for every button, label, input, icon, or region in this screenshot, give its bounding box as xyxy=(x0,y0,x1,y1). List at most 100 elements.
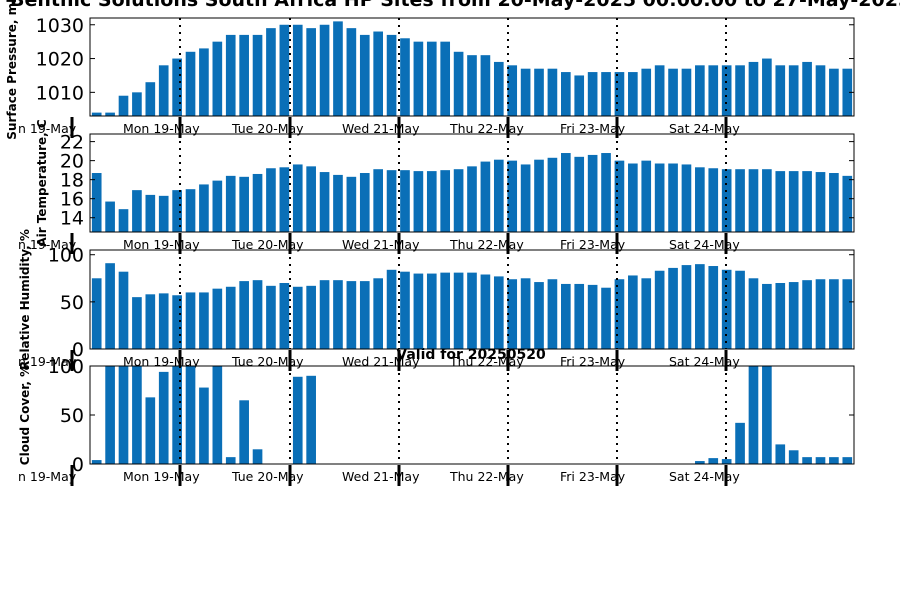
bar xyxy=(132,92,142,116)
bar xyxy=(373,278,383,349)
bar xyxy=(172,295,182,349)
bar xyxy=(507,279,518,349)
x-tick-label: n 19-May xyxy=(18,121,77,136)
bar xyxy=(292,376,303,464)
bar xyxy=(480,55,491,116)
bar xyxy=(762,169,772,232)
bar xyxy=(788,282,799,349)
bar xyxy=(118,271,129,349)
bar xyxy=(199,184,209,232)
bar xyxy=(601,153,611,232)
bar xyxy=(266,285,276,349)
bar xyxy=(118,209,129,232)
bar xyxy=(628,72,638,116)
plot-frame xyxy=(89,133,855,233)
bar xyxy=(185,292,196,349)
bar xyxy=(199,48,209,116)
bar xyxy=(721,169,732,232)
y-tick-label: 20 xyxy=(60,151,84,173)
bar xyxy=(118,366,129,464)
x-tick-label: Wed 21-May xyxy=(342,237,420,252)
bar xyxy=(292,164,303,232)
x-tick-label: Sat 24-May xyxy=(669,237,740,252)
bar xyxy=(507,65,518,116)
bar xyxy=(654,65,665,116)
x-tick-label: Sat 24-May xyxy=(669,121,740,136)
x-tick-label: Wed 21-May xyxy=(342,469,420,484)
x-tick-label: n 19-May xyxy=(18,237,77,252)
bar xyxy=(252,34,263,116)
bar xyxy=(735,169,745,232)
x-tick-label: Thu 22-May xyxy=(449,121,524,136)
bar xyxy=(802,171,812,232)
bar xyxy=(601,72,611,116)
bar xyxy=(252,449,263,464)
bar xyxy=(239,400,249,464)
x-tick-label: Thu 22-May xyxy=(449,237,524,252)
bar xyxy=(493,61,504,116)
bar xyxy=(587,72,598,116)
bar xyxy=(145,82,156,116)
bar xyxy=(239,34,249,116)
bar xyxy=(815,172,826,232)
chart-title: Benthic Solutions South Africa HP Sites … xyxy=(10,0,900,11)
bar xyxy=(306,375,316,464)
y-tick-label: 14 xyxy=(60,208,84,230)
bar xyxy=(306,166,316,232)
bar xyxy=(815,457,826,464)
bar xyxy=(654,163,665,232)
y-tick-label: 50 xyxy=(60,292,84,314)
bar xyxy=(520,68,531,116)
bar xyxy=(292,286,303,349)
bar xyxy=(802,280,812,349)
bar xyxy=(507,160,518,232)
bar xyxy=(279,24,290,116)
bar xyxy=(373,169,383,232)
bar xyxy=(319,24,330,116)
bar xyxy=(574,283,585,349)
bar xyxy=(614,72,625,116)
bar xyxy=(239,281,249,349)
bar xyxy=(91,173,102,232)
bar xyxy=(105,201,115,232)
x-tick-label: Mon 19-May xyxy=(123,469,200,484)
bar xyxy=(708,266,719,349)
bar xyxy=(842,457,853,464)
bar xyxy=(145,397,156,464)
bar xyxy=(319,280,330,349)
bar xyxy=(333,21,343,117)
bar xyxy=(735,270,745,349)
bar xyxy=(91,460,102,464)
bar xyxy=(842,68,853,116)
bar xyxy=(829,68,839,116)
x-tick-label: Tue 20-May xyxy=(231,354,304,369)
bar xyxy=(306,285,316,349)
bar xyxy=(681,68,692,116)
bar xyxy=(534,282,544,349)
y-axis-label: Relative Humidity, % xyxy=(18,229,32,370)
bar xyxy=(735,65,745,116)
bar xyxy=(534,68,544,116)
bar xyxy=(440,41,451,116)
bar xyxy=(547,157,558,232)
bar xyxy=(587,284,598,349)
bar xyxy=(788,171,799,232)
bar xyxy=(708,65,719,116)
x-tick-label: Mon 19-May xyxy=(123,237,200,252)
bar xyxy=(587,154,598,232)
bar xyxy=(775,171,786,232)
bar xyxy=(359,34,370,116)
bar xyxy=(695,167,705,232)
bar xyxy=(212,288,223,349)
bar xyxy=(467,272,477,349)
y-tick-label: 0 xyxy=(72,339,84,361)
bar xyxy=(306,28,316,116)
bar xyxy=(386,170,397,232)
bar xyxy=(762,366,772,464)
bar xyxy=(185,366,196,464)
bar xyxy=(373,31,383,116)
bar xyxy=(118,95,129,116)
